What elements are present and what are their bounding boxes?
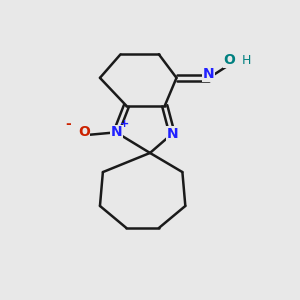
Text: -: - [66,117,71,131]
Text: +: + [120,119,129,129]
Text: N: N [166,127,178,141]
Text: O: O [224,53,236,67]
Text: H: H [242,54,251,67]
Text: N: N [203,67,215,81]
Text: O: O [78,125,90,139]
Text: N: N [110,125,122,139]
